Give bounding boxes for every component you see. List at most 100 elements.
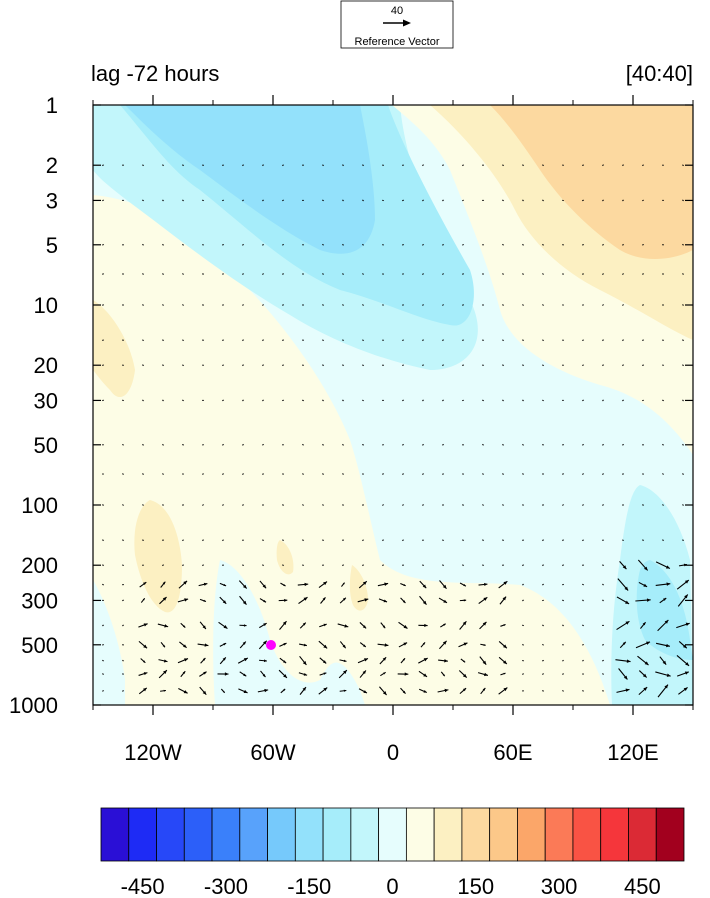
wind-vector-head [503,644,507,649]
wind-vector [682,364,684,367]
wind-vector-head [282,688,286,692]
wind-vector [402,364,404,367]
wind-vector [222,504,224,506]
wind-vector-head [263,599,267,603]
negative-region-lower-mid [213,560,365,705]
wind-vector [222,304,224,306]
wind-vector [342,243,344,246]
wind-vector [462,199,464,202]
wind-vector [222,273,224,275]
wind-vector [342,199,344,202]
wind-vector [582,339,584,342]
wind-vector [442,339,444,342]
wind-vector [542,673,544,675]
wind-vector [582,304,584,306]
reference-vector-magnitude: 40 [391,5,403,17]
wind-vector-head [463,642,468,646]
wind-vector-head [184,658,189,662]
wind-vector-head [242,600,247,605]
wind-vector-head [243,673,247,677]
wind-vector-head [302,622,306,626]
wind-vector-head [242,641,246,645]
wind-vector-head [363,690,367,693]
wind-vector [582,399,584,402]
wind-vector-head [164,624,169,628]
wind-vector [622,443,624,446]
wind-vector [502,473,504,475]
colorbar-swatch [433,807,463,862]
wind-vector [562,473,564,475]
wind-vector [322,243,324,246]
wind-vector-head [222,657,226,661]
y-tick-label: 50 [34,433,58,458]
wind-vector-head [666,673,671,677]
wind-vector [522,399,524,402]
wind-vector [182,564,184,567]
wind-vector [682,164,684,167]
wind-vector [442,199,444,202]
wind-vector [182,539,184,542]
wind-vector-head [322,660,327,664]
wind-vector [162,364,164,367]
wind-vector [322,504,324,506]
wind-vector [602,473,604,475]
wind-vector [142,243,144,246]
wind-vector-head [302,661,307,665]
wind-vector [362,364,364,367]
wind-vector-head [404,672,409,676]
wind-vector-head [323,672,327,675]
wind-vector-head [203,599,206,602]
wind-vector-head [283,584,286,587]
colorbar-tick-label: 300 [541,874,578,898]
wind-vector [162,164,164,167]
wind-vector [582,443,584,446]
wind-vector-head [622,565,627,570]
wind-vector [482,473,484,475]
y-tick-label: 2 [46,153,58,178]
wind-vector [522,564,524,567]
wind-vector-head [683,687,688,692]
wind-vector-head [362,581,367,585]
wind-vector [542,364,544,367]
positive-patch-west-lower [134,500,182,613]
wind-vector-head [685,622,690,626]
wind-vector [322,199,324,202]
title-right: [40:40] [626,61,693,86]
wind-vector-head [284,598,288,602]
wind-vector [422,504,424,506]
wind-vector [222,399,224,402]
wind-vector [602,659,604,662]
wind-vector [602,564,604,567]
wind-vector-head [262,584,267,589]
wind-vector-head [202,690,207,695]
wind-vector [642,539,644,542]
wind-vector-head [642,673,647,678]
wind-vector [542,339,544,342]
wind-vector [522,443,524,446]
wind-vector [322,273,324,275]
wind-vector [202,564,204,567]
wind-vector-head [403,625,408,629]
wind-vector [682,243,684,246]
wind-vector [162,273,164,275]
wind-vector-head [442,584,447,589]
wind-vector [402,399,404,402]
colorbar: -450 -300 -150 0 150 300 450 [100,807,685,898]
wind-vector [342,564,344,567]
wind-vector-head [282,621,287,626]
wind-vector [542,583,544,586]
wind-vector [202,504,204,506]
x-tick-label: 120W [124,740,182,765]
wind-vector-head [463,584,466,587]
wind-vector [442,273,444,275]
wind-vector-head [643,687,648,691]
wind-vector [522,583,524,586]
wind-vector [342,304,344,306]
wind-vector [122,473,124,475]
wind-vector [182,273,184,275]
wind-vector [582,473,584,475]
wind-vector [342,399,344,402]
wind-vector [602,673,604,675]
wind-vector [102,583,104,586]
wind-vector-head [483,597,488,601]
